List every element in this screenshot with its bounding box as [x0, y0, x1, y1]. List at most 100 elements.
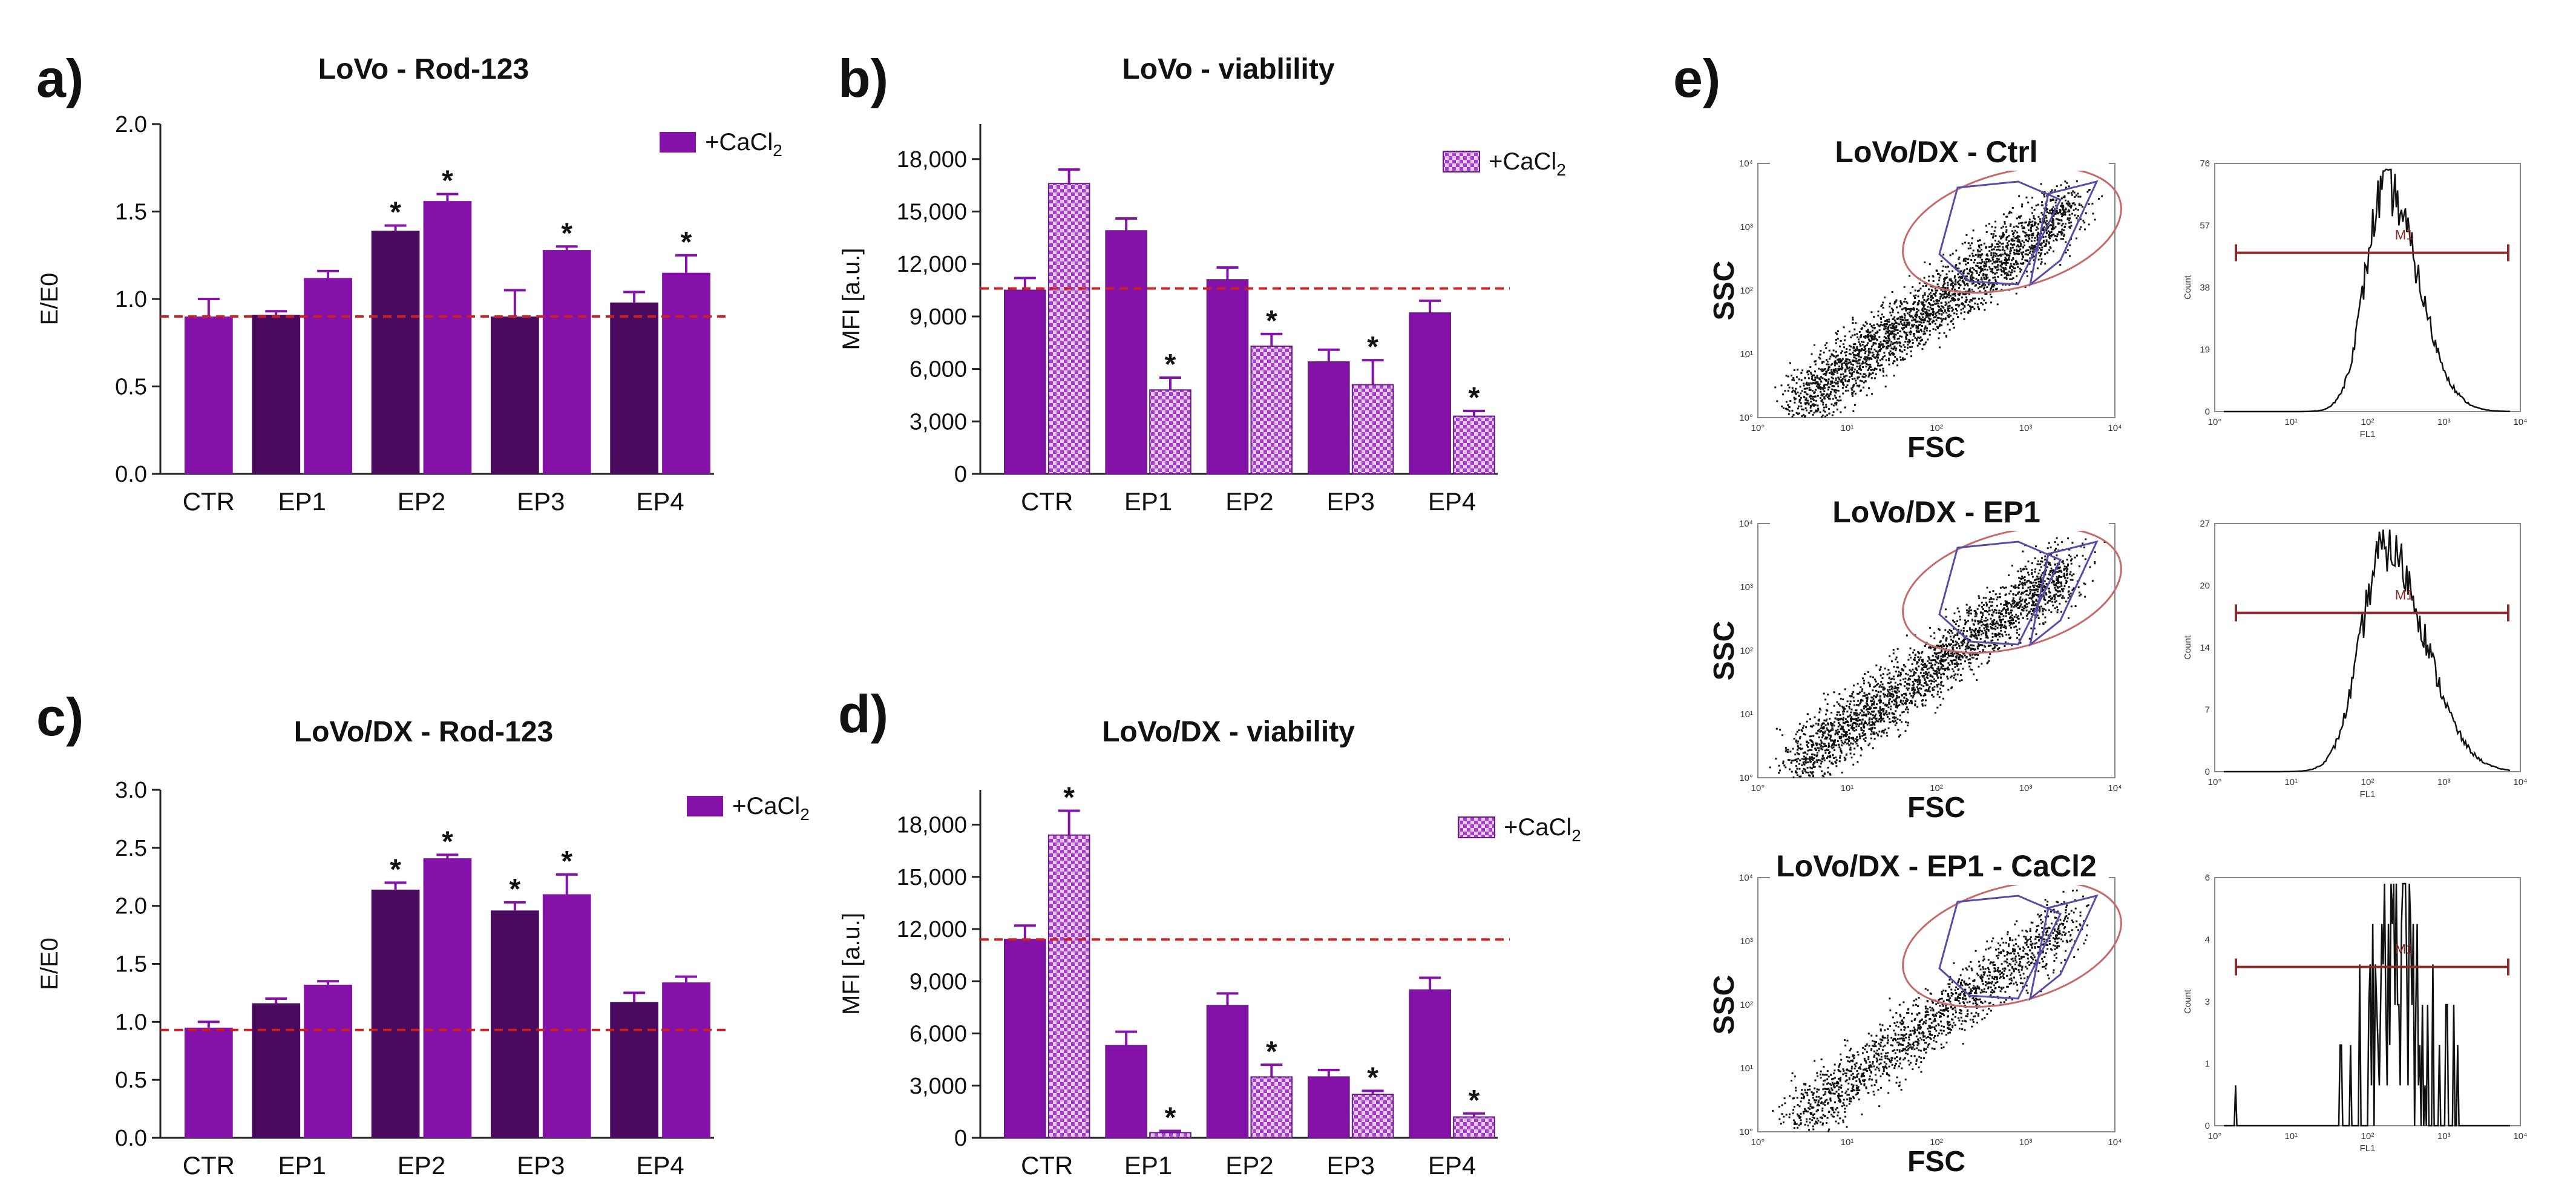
bar-ep2-control: [1206, 279, 1249, 475]
x-tick-label: EP4: [636, 1151, 684, 1180]
bar-ep4-control: [610, 1002, 659, 1138]
y-tick-label: 3.0: [115, 778, 147, 803]
x-tick-label: EP2: [1225, 1151, 1273, 1180]
histogram-y-tick: 0: [2205, 407, 2210, 417]
histogram-y-tick: 0: [2205, 767, 2210, 777]
scatter-y-tick: 10°: [1739, 773, 1753, 783]
histogram-x-tick: 10°: [2208, 417, 2222, 427]
chart-b: LoVo - viablility 0 3,000 6,000 9,000 12,000 1…: [838, 53, 1566, 516]
histogram-x-tick: 10¹: [2284, 417, 2298, 427]
bar-ep1-cacl2: [304, 985, 353, 1138]
gate-polygon: [2028, 180, 2099, 287]
histogram-x-tick: 10⁴: [2513, 777, 2527, 787]
x-tick-label: EP1: [278, 487, 326, 516]
bar-ep1-cacl2: [304, 278, 353, 474]
legend-swatch: [660, 132, 696, 153]
bar-ctr-control: [185, 316, 233, 474]
panel-letter-a: a): [36, 48, 84, 108]
histogram-x-tick: 10¹: [2284, 1131, 2298, 1141]
histogram-x-tick: 10³: [2437, 777, 2451, 787]
y-tick-label: 6,000: [909, 1022, 967, 1047]
x-tick-label: EP4: [1428, 1151, 1476, 1180]
m1-label: M1: [2395, 228, 2414, 243]
x-tick-label: EP1: [1124, 1151, 1172, 1180]
y-axis-label: MFI [a.u.]: [838, 913, 865, 1015]
histogram-x-tick: 10¹: [2284, 777, 2298, 787]
x-tick-label: EP3: [1327, 487, 1375, 516]
x-tick-label: CTR: [183, 487, 235, 516]
y-tick-label: 2.0: [115, 894, 147, 919]
gate-polygon: [1938, 180, 2062, 286]
histogram-x-label: FL1: [2360, 789, 2376, 800]
histogram-y-tick: 3: [2205, 997, 2210, 1007]
histogram-x-tick: 10²: [2361, 417, 2374, 427]
significance-marker: *: [561, 846, 572, 878]
legend-label: +CaCl2: [1504, 814, 1581, 845]
x-tick-label: EP4: [1428, 487, 1476, 516]
histogram-y-tick: 27: [2200, 519, 2210, 529]
histogram-y-tick: 38: [2200, 283, 2210, 293]
scatter-x-tick: 10⁴: [2108, 423, 2122, 433]
x-tick-label: EP3: [1327, 1151, 1375, 1180]
histogram-y-tick: 20: [2200, 581, 2210, 591]
chart-e-flow-cytometry: LoVo/DX - CtrlFSCSSC10°10°10¹10¹10²10²10…: [1708, 133, 2528, 1178]
bar-ctr-control: [1004, 939, 1046, 1138]
scatter-y-tick: 10¹: [1740, 349, 1753, 360]
scatter-x-label: FSC: [1907, 432, 1965, 464]
x-tick-label: CTR: [1021, 1151, 1073, 1180]
y-tick-label: 0.5: [115, 375, 147, 400]
bar-ep1-cacl2: [1149, 389, 1191, 475]
gate-ellipse: [1902, 526, 2122, 654]
y-tick-label: 9,000: [909, 304, 967, 330]
significance-marker: *: [1165, 349, 1176, 381]
scatter-y-tick: 10³: [1740, 936, 1753, 947]
legend-label: +CaCl2: [1489, 148, 1566, 179]
y-tick-label: 3,000: [909, 409, 967, 435]
bar-ep3-control: [490, 316, 539, 474]
y-axis-label: MFI [a.u.]: [838, 248, 865, 350]
title-bg: [1770, 133, 2109, 171]
title-bg: [1770, 847, 2109, 885]
legend-label: +CaCl2: [705, 129, 782, 160]
bar-ep2-control: [371, 231, 420, 474]
scatter-y-label: SSC: [1708, 621, 1740, 681]
histogram-y-tick: 7: [2205, 705, 2210, 715]
scatter-y-tick: 10³: [1740, 222, 1753, 232]
bar-ep2-cacl2: [423, 201, 472, 474]
bar-ep2-cacl2: [1250, 1076, 1293, 1138]
histogram-y-tick: 1: [2205, 1059, 2210, 1069]
title-bg: [1770, 493, 2109, 531]
y-tick-label: 0.5: [115, 1068, 147, 1093]
histogram-x-tick: 10²: [2361, 777, 2374, 787]
significance-marker: *: [1469, 1085, 1480, 1117]
scatter-y-tick: 10³: [1740, 582, 1753, 593]
scatter-title: LoVo/DX - EP1 - CaCl2: [1776, 849, 2097, 883]
y-tick-label: 12,000: [897, 917, 967, 942]
scatter-x-tick: 10°: [1751, 423, 1765, 433]
y-tick-label: 15,000: [897, 865, 967, 890]
y-tick-label: 15,000: [897, 200, 967, 225]
y-tick-label: 0: [954, 1126, 967, 1151]
x-tick-label: CTR: [183, 1151, 235, 1180]
bar-ep1-control: [252, 1003, 301, 1138]
scatter-dots: [1769, 537, 2106, 778]
scatter-y-tick: 10²: [1740, 1000, 1753, 1010]
histogram-y-tick: 19: [2200, 345, 2210, 355]
m1-label: M1: [2395, 942, 2414, 957]
bar-ep2-cacl2: [1250, 346, 1293, 475]
significance-marker: *: [1367, 331, 1378, 363]
y-tick-label: 2.5: [115, 836, 147, 861]
x-tick-label: EP2: [398, 1151, 445, 1180]
scatter-x-tick: 10¹: [1841, 1137, 1854, 1148]
histogram-x-label: FL1: [2360, 1143, 2376, 1154]
legend-swatch: [1458, 816, 1495, 838]
panel-letter-c: c): [36, 687, 84, 747]
significance-marker: *: [1165, 1102, 1176, 1134]
significance-marker: *: [1266, 1036, 1277, 1068]
histogram-y-tick: 76: [2200, 159, 2210, 169]
legend-swatch: [687, 796, 723, 816]
scatter-frame: [1757, 523, 2116, 778]
histogram-line: [2224, 168, 2510, 413]
x-tick-label: EP3: [517, 1151, 565, 1180]
y-tick-label: 0: [954, 462, 967, 487]
